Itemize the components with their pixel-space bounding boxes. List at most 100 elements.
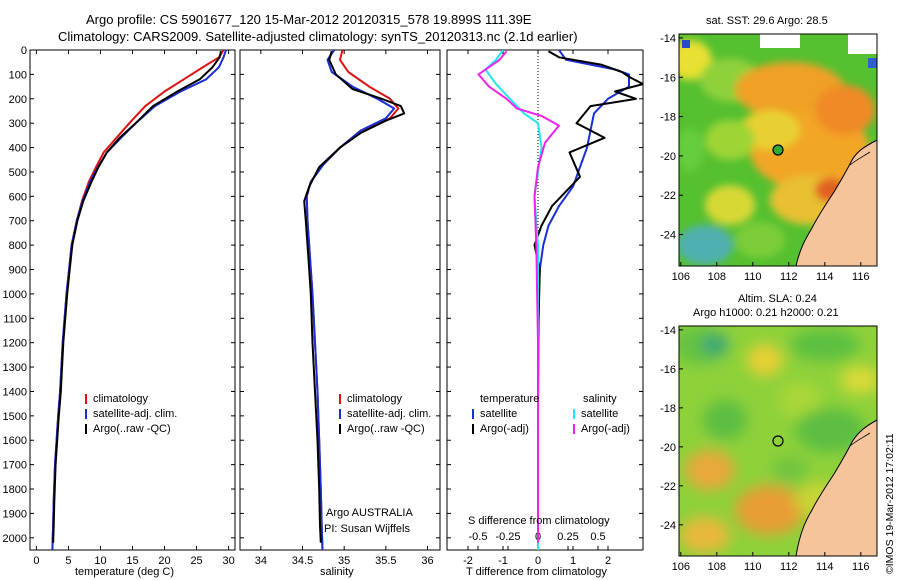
series-line-satellite-adj-clim- xyxy=(305,50,396,550)
map-y-tick-label: -20 xyxy=(660,151,676,163)
s-tick-label: -0.25 xyxy=(495,531,520,543)
depth-tick-label: 300 xyxy=(9,118,27,130)
x-tick-label: 34.5 xyxy=(292,555,313,567)
series-line-climatology xyxy=(51,50,225,550)
depth-tick-label: 1600 xyxy=(3,435,27,447)
salinity-axes-frame xyxy=(239,49,441,551)
map-y-tick-label: -16 xyxy=(660,364,676,376)
x-tick-label: 0 xyxy=(535,555,541,567)
map-x-tick-label: 108 xyxy=(708,561,726,573)
depth-tick-label: 1100 xyxy=(3,313,27,325)
legend-label: Argo(..raw -QC) xyxy=(347,423,425,435)
depth-tick-label: 200 xyxy=(9,94,27,106)
depth-tick-label: 1500 xyxy=(3,411,27,423)
map-y-tick-label: -20 xyxy=(660,442,676,454)
temperature-xlabel: temperature (deg C) xyxy=(75,566,174,578)
salinity-panel: 34 34.5 35 35.5 36 salinity climatology satel… xyxy=(239,49,441,578)
argo-program-label: Argo AUSTRALIA xyxy=(326,507,413,519)
series-line-s-argo-adj- xyxy=(477,50,560,543)
map-y-tick-label: -18 xyxy=(660,112,676,124)
map-y-tick-label: -14 xyxy=(660,33,676,45)
series-line-argo-raw-qc- xyxy=(303,50,406,543)
map-y-tick-label: -24 xyxy=(660,230,676,242)
depth-tick-label: 700 xyxy=(9,216,27,228)
map-x-tick-label: 110 xyxy=(744,561,762,573)
map-y-tick-label: -18 xyxy=(660,403,676,415)
series-line-argo-raw-qc- xyxy=(52,50,222,543)
legend-title: salinity xyxy=(583,393,617,405)
sst-map-title: sat. SST: 29.6 Argo: 28.5 xyxy=(706,15,828,27)
x-tick-label: 34 xyxy=(255,555,267,567)
salinity-difference-label: S difference from climatology xyxy=(468,515,610,527)
x-tick-label: -2 xyxy=(463,555,473,567)
temperature-legend: climatology satellite-adj. clim. Argo(..ra… xyxy=(85,393,177,435)
x-tick-label: 1 xyxy=(570,555,576,567)
temperature-panel: 0100200300400500600700800900100011001200… xyxy=(3,45,236,578)
legend-label: satellite-adj. clim. xyxy=(93,408,177,420)
legend-label: satellite-adj. clim. xyxy=(347,408,431,420)
sla-argo-location-marker xyxy=(772,435,784,447)
depth-tick-label: 0 xyxy=(21,45,27,57)
x-tick-label: 25 xyxy=(190,555,202,567)
difference-legend: temperature salinity satellite Argo(-adj) sa… xyxy=(472,393,630,435)
x-tick-label: 5 xyxy=(65,555,71,567)
x-tick-label: 30 xyxy=(222,555,234,567)
series-line-satellite-adj-clim- xyxy=(51,50,227,550)
map-x-tick-label: 116 xyxy=(852,561,870,573)
map-x-tick-label: 106 xyxy=(672,561,690,573)
sst-map-frame xyxy=(678,33,878,267)
series-line-s-satellite xyxy=(484,50,543,550)
pi-label: PI: Susan Wijffels xyxy=(324,523,410,535)
sst-map-panel: sat. SST: 29.6 Argo: 28.5 xyxy=(660,15,878,283)
sla-map-title-1: Altim. SLA: 0.24 xyxy=(738,293,817,305)
legend-title: temperature xyxy=(480,393,539,405)
series-line-t-argo-adj- xyxy=(533,50,643,543)
map-x-tick-label: 108 xyxy=(708,271,726,283)
legend-label: satellite xyxy=(581,408,618,420)
difference-xlabel: T difference from climatology xyxy=(466,566,607,578)
map-y-tick-label: -24 xyxy=(660,520,676,532)
x-tick-label: 35 xyxy=(338,555,350,567)
map-x-tick-label: 112 xyxy=(780,561,798,573)
sla-map-frame xyxy=(678,325,878,557)
legend-label: Argo(-adj) xyxy=(480,423,529,435)
x-tick-label: 15 xyxy=(126,555,138,567)
legend-label: climatology xyxy=(93,393,149,405)
salinity-xlabel: salinity xyxy=(320,566,354,578)
difference-panel: -2 -1 0 1 2 -0.5 -0.25 0 0.25 0.5 T difference f… xyxy=(446,49,644,578)
map-x-tick-label: 114 xyxy=(816,271,834,283)
map-x-tick-label: 114 xyxy=(816,561,834,573)
x-tick-label: 10 xyxy=(94,555,106,567)
map-y-tick-label: -14 xyxy=(660,325,676,337)
legend-label: climatology xyxy=(347,393,403,405)
legend-label: satellite xyxy=(480,408,517,420)
sst-argo-location-marker xyxy=(772,144,784,156)
x-tick-label: -1 xyxy=(498,555,508,567)
map-x-tick-label: 112 xyxy=(780,271,798,283)
salinity-x-axis: 34 34.5 35 35.5 36 xyxy=(255,50,434,567)
map-y-tick-label: -22 xyxy=(660,190,676,202)
x-tick-label: 2 xyxy=(605,555,611,567)
map-x-tick-label: 116 xyxy=(852,271,870,283)
salinity-legend: climatology satellite-adj. clim. Argo(..ra… xyxy=(339,393,431,435)
depth-tick-label: 2000 xyxy=(3,533,27,545)
depth-tick-label: 500 xyxy=(9,167,27,179)
depth-tick-label: 1300 xyxy=(3,362,27,374)
imos-watermark: ©IMOS 19-Mar-2012 17:02:11 xyxy=(884,433,896,574)
series-line-t-satellite xyxy=(537,50,630,550)
x-tick-label: 20 xyxy=(158,555,170,567)
depth-tick-label: 1800 xyxy=(3,484,27,496)
temperature-x-axis: 0 5 10 15 20 25 30 xyxy=(33,50,235,567)
depth-axis: 0 100 200 300 400 500 600 700 800 900 1000 1100 1200… xyxy=(3,45,235,545)
map-x-tick-label: 106 xyxy=(672,271,690,283)
sla-map-panel: Altim. SLA: 0.24 Argo h1000: 0.21 h2000:… xyxy=(660,293,878,573)
x-tick-label: 0 xyxy=(33,555,39,567)
figure-title-line1: Argo profile: CS 5901677_120 15-Mar-2012… xyxy=(86,12,532,27)
legend-label: Argo(..raw -QC) xyxy=(93,423,171,435)
depth-tick-label: 1000 xyxy=(3,289,27,301)
depth-tick-label: 900 xyxy=(9,265,27,277)
map-y-tick-label: -16 xyxy=(660,72,676,84)
sla-map-title-2: Argo h1000: 0.21 h2000: 0.21 xyxy=(693,307,839,319)
s-tick-label: -0.5 xyxy=(469,531,488,543)
